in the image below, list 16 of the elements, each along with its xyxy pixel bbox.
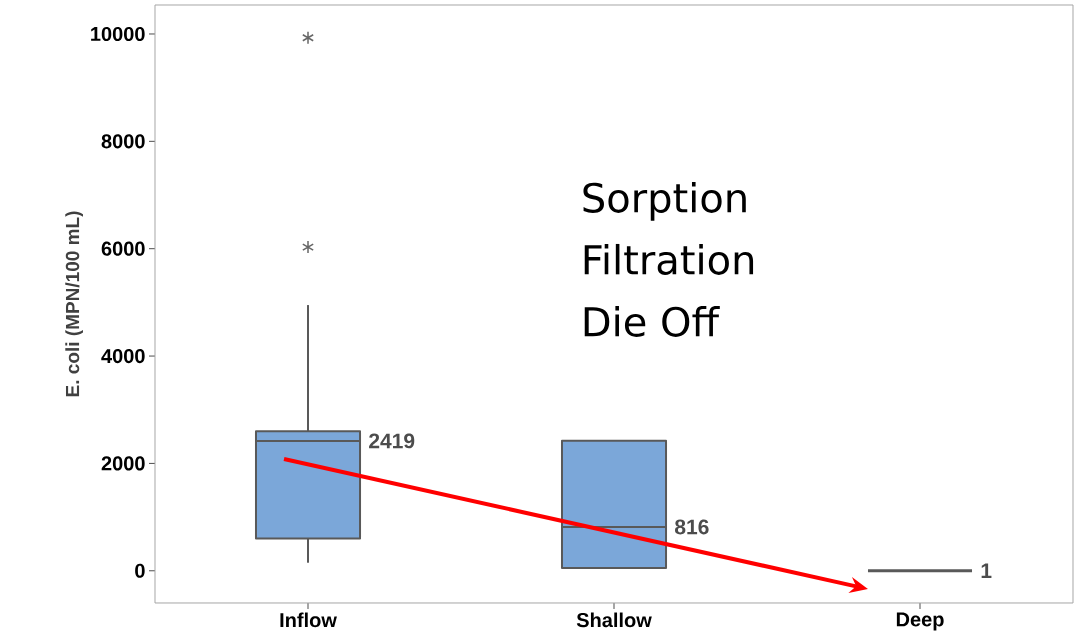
text: 816 <box>675 519 709 535</box>
y-tick-label: 4000 <box>101 348 145 364</box>
y-tick-label: 2000 <box>101 456 145 471</box>
x-tick-label: Inflow <box>280 612 337 628</box>
y-axis-title: E. coli (MPN/100 mL) <box>65 211 83 397</box>
annotation: Sorption <box>583 181 746 221</box>
y-tick-label: 8000 <box>101 134 145 149</box>
x-tick-label: Shallow <box>576 612 652 628</box>
text: 1 <box>981 563 992 578</box>
annotation: Die Off <box>584 305 720 337</box>
y-tick-label: 0 <box>135 563 145 578</box>
y-tick-label: 6000 <box>101 241 145 256</box>
annotation: Filtration <box>584 243 754 275</box>
y-tick-label: 10000 <box>91 26 145 42</box>
text: 2419 <box>369 433 415 449</box>
x-tick-label: Deep <box>896 612 944 631</box>
